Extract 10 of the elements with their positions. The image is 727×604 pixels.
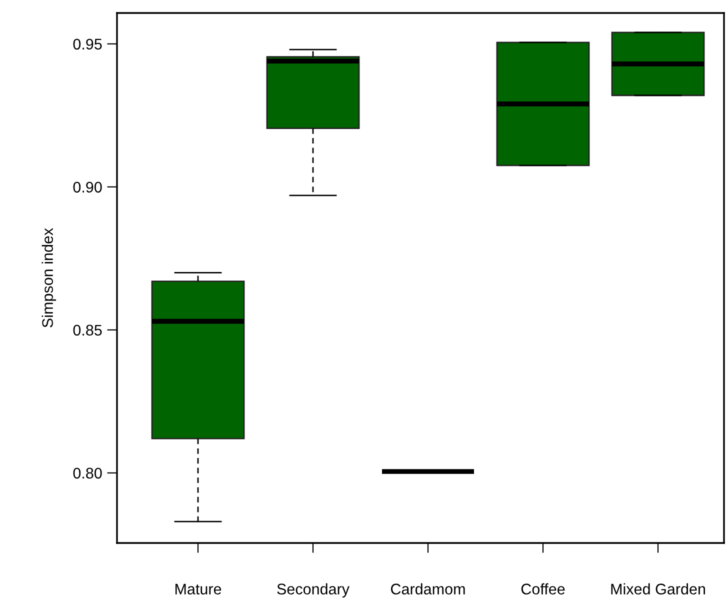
x-tick-label: Mixed Garden [611,583,705,594]
y-axis-title: Simpson index [42,228,56,328]
x-tick-label: Coffee [521,583,565,594]
y-tick-label: 0.85 [73,324,102,336]
y-tick-label: 0.90 [73,182,102,193]
y-tick-label: 0.80 [73,468,102,479]
y-tick-label: 0.95 [73,38,102,50]
x-tick-label: Secondary [277,583,350,598]
x-tick-label: Mature [175,584,222,594]
x-tick-label: Cardamom [391,583,465,594]
